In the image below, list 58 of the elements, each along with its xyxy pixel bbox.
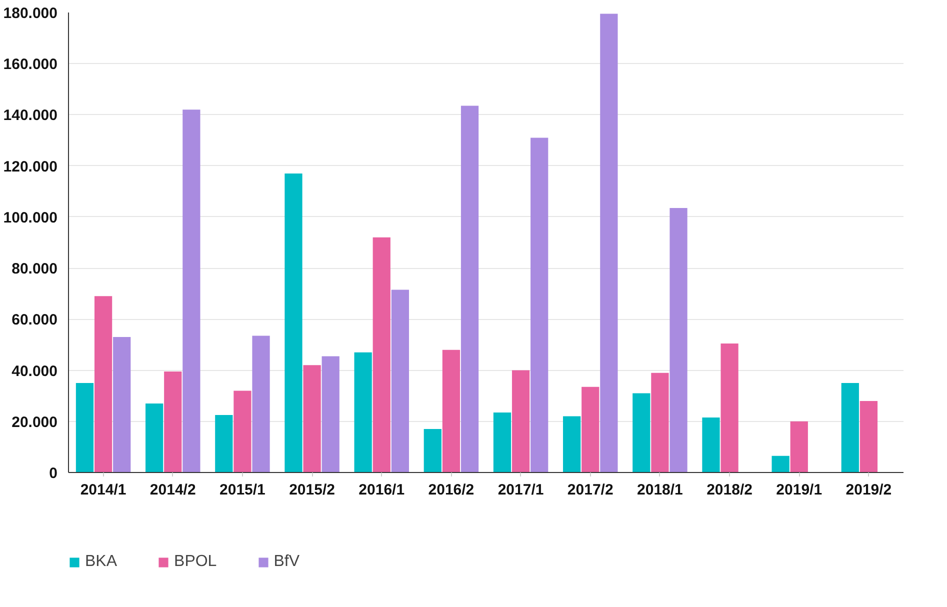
- x-tick-label: 2014/2: [150, 482, 196, 498]
- bar: [113, 337, 131, 472]
- bar: [442, 350, 460, 472]
- bar: [460, 106, 479, 472]
- bar: [164, 372, 182, 472]
- x-tick-label: 2017/1: [498, 482, 544, 498]
- x-tick-label: 2015/1: [220, 482, 266, 498]
- x-tick-label: 2019/2: [846, 482, 892, 498]
- x-tick-label: 2019/1: [776, 482, 822, 498]
- bar: [530, 138, 548, 472]
- bar: [303, 365, 321, 472]
- x-tick-label: 2015/2: [289, 482, 335, 498]
- bar: [182, 110, 200, 472]
- x-tick-label: 2017/2: [567, 482, 614, 498]
- legend-label: BfV: [274, 553, 300, 571]
- bar: [651, 372, 669, 472]
- legend-label: BPOL: [174, 553, 217, 571]
- y-tick-label: 160.000: [3, 56, 58, 74]
- bar: [563, 416, 581, 472]
- y-tick-label: 20.000: [12, 414, 58, 431]
- y-tick-label: 120.000: [3, 158, 58, 176]
- bar: [94, 296, 112, 472]
- bar: [582, 386, 600, 472]
- bar: [322, 356, 340, 472]
- x-tick-label: 2018/2: [706, 482, 752, 498]
- bar: [600, 14, 618, 472]
- bar: [252, 336, 270, 472]
- bar: [146, 404, 164, 472]
- bar: [790, 421, 808, 472]
- bar: [632, 393, 650, 472]
- y-tick-label: 0: [49, 465, 58, 482]
- bar: [372, 237, 390, 472]
- x-tick-label: 2018/1: [637, 482, 683, 498]
- bar: [215, 415, 233, 472]
- x-tick-label: 2016/2: [428, 482, 474, 498]
- legend-label: BKA: [85, 553, 118, 571]
- y-tick-label: 60.000: [12, 312, 58, 329]
- bar: [391, 290, 409, 472]
- bar: [234, 390, 252, 472]
- y-tick-label: 180.000: [3, 5, 58, 22]
- y-tick-label: 100.000: [3, 209, 58, 226]
- bar: [720, 343, 738, 472]
- y-tick-label: 80.000: [12, 260, 58, 278]
- bar: [670, 208, 688, 472]
- bar: [841, 383, 859, 472]
- bar: [76, 383, 94, 472]
- bar: [493, 412, 512, 472]
- x-tick-label: 2016/1: [358, 482, 405, 498]
- bar: [354, 352, 372, 472]
- bar: [860, 400, 878, 472]
- y-tick-label: 140.000: [3, 107, 58, 124]
- bar: [772, 456, 790, 472]
- y-tick-label: 40.000: [12, 362, 58, 380]
- bar: [702, 418, 720, 472]
- x-tick-label: 2014/1: [80, 482, 126, 498]
- bar: [512, 370, 530, 472]
- bar: [284, 174, 302, 472]
- bar: [424, 429, 442, 472]
